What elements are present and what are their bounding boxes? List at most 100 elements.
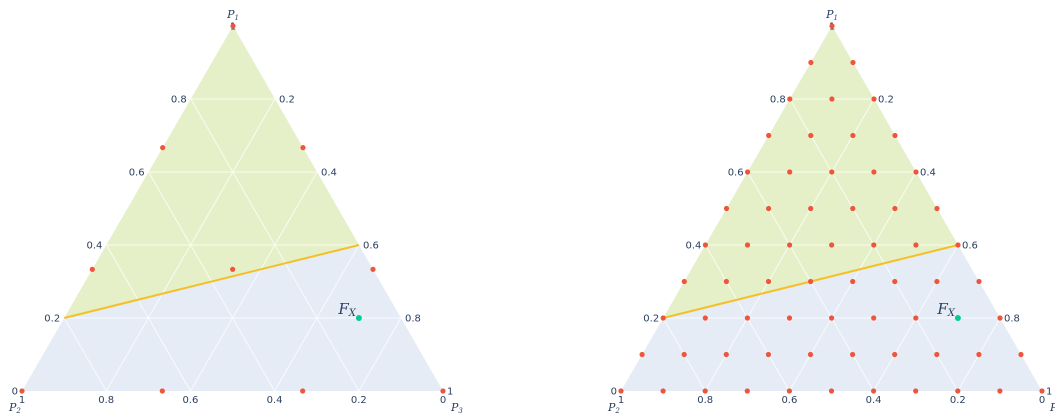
data-point <box>913 315 919 321</box>
vertex-label-top: P1 <box>825 8 838 22</box>
data-point <box>892 278 898 285</box>
data-point <box>745 169 751 175</box>
b-axis-tick-label: 0.8 <box>697 395 713 406</box>
gridlines <box>63 98 402 392</box>
a-axis-tick-label: 0.4 <box>86 241 102 252</box>
data-point <box>913 242 919 248</box>
c-axis-tick-label: 0.2 <box>279 95 295 106</box>
data-point <box>829 96 835 102</box>
data-point <box>829 315 835 321</box>
data-point <box>89 266 95 272</box>
data-point <box>892 132 898 139</box>
vertex-label-left: P2 <box>607 401 620 414</box>
data-point <box>976 351 982 358</box>
a-axis-tick-label: 0 <box>611 387 617 398</box>
data-point <box>766 132 772 139</box>
a-axis-tick-label: 0.4 <box>685 241 701 252</box>
vertex-label-right: P3 <box>1049 401 1055 414</box>
data-point <box>744 388 750 394</box>
data-point <box>850 351 856 358</box>
data-point <box>808 205 814 212</box>
data-point <box>786 388 793 394</box>
a-axis-tick-label: 0.2 <box>44 314 60 325</box>
highlight-label: FX <box>337 300 356 319</box>
c-axis-tick-label: 0.6 <box>962 241 978 252</box>
data-point <box>787 242 793 248</box>
data-point <box>807 351 814 358</box>
highlight-point <box>954 315 961 321</box>
vertex-label-top: P1 <box>226 8 239 22</box>
gridline-c <box>358 317 402 392</box>
data-point <box>892 205 898 212</box>
data-points <box>19 23 446 394</box>
b-axis-tick-label: 0.4 <box>267 395 283 406</box>
gridline-b <box>63 317 107 392</box>
data-point <box>787 96 793 102</box>
data-point <box>230 23 236 29</box>
data-point <box>702 315 708 321</box>
data-point <box>744 242 751 248</box>
c-axis-tick-label: 0.6 <box>363 241 379 252</box>
data-point <box>997 315 1003 321</box>
data-point <box>934 351 940 358</box>
highlight-point <box>355 315 362 321</box>
data-point <box>160 145 166 151</box>
data-point <box>618 388 624 394</box>
b-axis-tick-label: 0.6 <box>781 395 797 406</box>
data-point <box>765 351 772 358</box>
b-axis-tick-label: 0.2 <box>351 395 367 406</box>
data-point <box>370 266 376 272</box>
data-point <box>913 169 919 175</box>
data-point <box>723 205 730 212</box>
data-point <box>300 145 306 151</box>
ternary-chart-2: 0 0.2 0.4 0.6 0.8 1 0.8 0.6 0.4 0.2 0 0.2 0.4 0.6 0.8 1… <box>607 8 1055 414</box>
data-point <box>1039 388 1045 394</box>
data-point <box>934 205 940 212</box>
a-axis-tick-label: 0.8 <box>171 95 187 106</box>
data-point <box>808 278 814 285</box>
data-point <box>660 315 666 321</box>
data-point <box>19 388 25 394</box>
data-point <box>159 388 165 394</box>
vertex-label-right: P3 <box>450 401 463 414</box>
highlight-label: FX <box>936 300 955 319</box>
data-point <box>829 169 835 175</box>
b-axis-tick-label: 1 <box>19 395 25 406</box>
data-point <box>828 388 835 394</box>
data-point <box>230 266 236 272</box>
data-point <box>1018 351 1024 358</box>
data-point <box>892 351 898 358</box>
b-axis-tick-label: 0.4 <box>866 395 882 406</box>
data-point <box>681 278 687 285</box>
data-points <box>618 23 1045 394</box>
data-point <box>744 315 751 321</box>
data-point <box>850 59 856 66</box>
tick-labels: 0 0.2 0.4 0.6 0.8 1 0.8 0.6 0.4 0.2 0 0.2 0.4 0.6 0.8 1… <box>12 22 454 407</box>
c-axis-tick-label: 1 <box>447 387 453 398</box>
data-point <box>955 242 961 248</box>
a-axis-tick-label: 0.2 <box>643 314 659 325</box>
gridline-b <box>105 244 191 392</box>
vertex-label-left: P2 <box>8 401 21 414</box>
data-point <box>300 388 306 394</box>
data-point <box>808 132 814 139</box>
data-point <box>829 23 835 29</box>
data-point <box>997 388 1003 394</box>
b-axis-tick-label: 0 <box>1039 395 1045 406</box>
c-axis-tick-label: 0.8 <box>1004 314 1020 325</box>
data-point <box>702 388 708 394</box>
tick-labels: 0 0.2 0.4 0.6 0.8 1 0.8 0.6 0.4 0.2 0 0.2 0.4 0.6 0.8 1… <box>611 22 1053 407</box>
b-axis-tick-label: 0.8 <box>98 395 114 406</box>
data-point <box>955 388 961 394</box>
data-point <box>871 315 877 321</box>
data-point <box>934 278 940 285</box>
data-point <box>850 132 856 139</box>
c-axis-tick-label: 0.8 <box>405 314 421 325</box>
data-point <box>723 278 730 285</box>
data-point <box>871 169 877 175</box>
gridline-c <box>189 171 318 392</box>
b-axis-tick-label: 0 <box>440 395 446 406</box>
a-axis-tick-label: 0.6 <box>129 168 145 179</box>
a-axis-tick-label: 0 <box>12 387 18 398</box>
c-axis-tick-label: 0.4 <box>321 168 337 179</box>
